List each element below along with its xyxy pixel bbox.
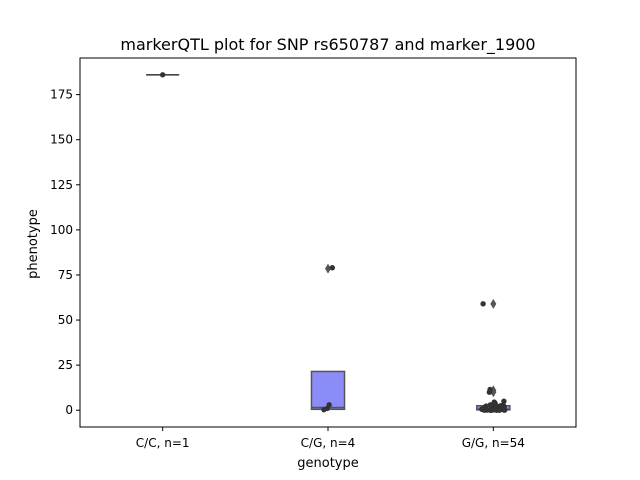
- plot-area: [146, 72, 511, 413]
- data-point: [481, 407, 488, 413]
- x-tick-label: C/G, n=4: [301, 436, 356, 450]
- y-tick-label: 100: [50, 223, 73, 237]
- data-point: [487, 407, 494, 413]
- x-tick-label: G/G, n=54: [462, 436, 525, 450]
- box-3: [476, 298, 511, 411]
- y-tick-label: 25: [58, 358, 73, 372]
- data-point: [480, 301, 486, 307]
- y-tick-label: 50: [58, 313, 73, 327]
- data-point: [493, 407, 500, 413]
- box-outlier: [490, 298, 497, 309]
- data-point: [486, 389, 493, 395]
- data-point: [502, 407, 508, 413]
- y-tick-label: 175: [50, 88, 73, 102]
- y-tick-label: 0: [65, 403, 73, 417]
- data-point: [501, 398, 507, 404]
- x-axis-label: genotype: [297, 456, 358, 471]
- y-axis-label: phenotype: [26, 209, 41, 279]
- strip-2: [321, 265, 336, 413]
- data-point: [329, 265, 336, 271]
- strip-1: [159, 72, 166, 78]
- data-point: [159, 72, 166, 78]
- y-tick-label: 150: [50, 133, 73, 147]
- box-outlier: [325, 263, 331, 274]
- box-2: [310, 263, 346, 411]
- chart-title: markerQTL plot for SNP rs650787 and mark…: [120, 35, 535, 55]
- x-tick-label: C/C, n=1: [136, 436, 190, 450]
- y-tick-label: 75: [58, 268, 73, 282]
- axes: 0 25 50 75 100 125 150 175 C/C, n=1 C/G, n=4 G/G, …: [50, 88, 525, 450]
- strip-3: [478, 301, 508, 413]
- data-point: [321, 406, 327, 413]
- y-tick-label: 125: [50, 178, 73, 192]
